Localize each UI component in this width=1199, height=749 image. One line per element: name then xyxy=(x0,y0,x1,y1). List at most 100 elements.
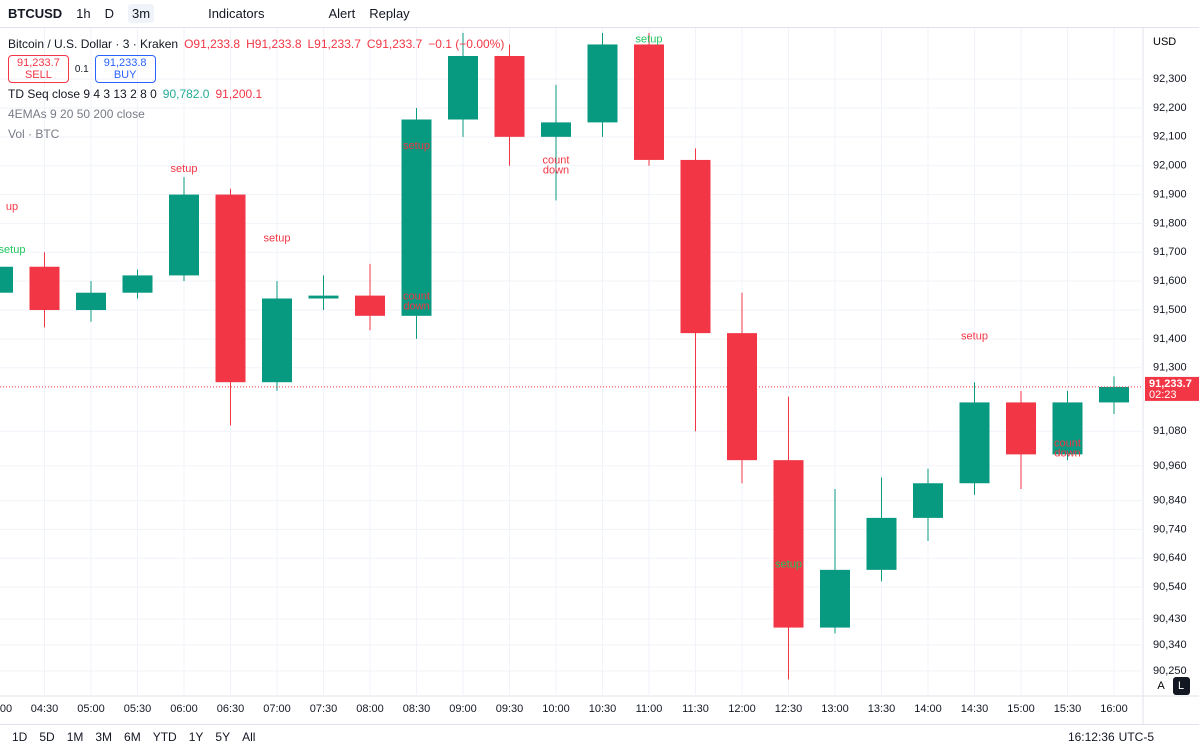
trade-row: 91,233.7 SELL 0.1 91,233.8 BUY xyxy=(8,54,504,84)
range[interactable]: 1D xyxy=(12,730,28,744)
y-tick-label: 90,340 xyxy=(1153,639,1187,651)
sell-button[interactable]: 91,233.7 SELL xyxy=(8,55,69,83)
x-tick-label: 08:00 xyxy=(356,703,384,715)
indicator: 4EMAs 9 20 50 200 close xyxy=(8,107,145,121)
annotation-line: count xyxy=(403,290,430,302)
x-tick-label: 15:30 xyxy=(1054,703,1082,715)
legend-title: Bitcoin / U.S. Dollar · 3 · Kraken xyxy=(8,37,179,51)
candle-body xyxy=(29,266,60,311)
indicator: Vol · BTC xyxy=(8,127,60,141)
candle-body xyxy=(262,298,292,383)
ohlc: L91,233.7 xyxy=(307,37,361,51)
x-tick-label: 06:30 xyxy=(217,703,245,715)
y-tick-label: 91,600 xyxy=(1153,275,1187,287)
annotation: setup xyxy=(264,232,291,244)
interval[interactable]: 3m xyxy=(128,4,155,23)
annotation-line: setup xyxy=(171,163,198,175)
annotation-line: count xyxy=(1054,437,1081,449)
x-tick-label: 07:00 xyxy=(263,703,291,715)
candle-body xyxy=(680,159,711,334)
interval[interactable]: 1h xyxy=(76,6,91,21)
annotation: setup xyxy=(171,163,198,175)
legend-row: Bitcoin / U.S. Dollar · 3 · Kraken O91,2… xyxy=(8,34,504,54)
candle-body xyxy=(401,119,432,316)
y-tick-label: 92,200 xyxy=(1153,102,1187,114)
candle-body xyxy=(773,460,804,628)
candle-body xyxy=(76,292,106,311)
clock: 16:12:36 xyxy=(1067,730,1115,744)
interval[interactable]: D xyxy=(104,6,115,21)
log-button-bg[interactable] xyxy=(1173,677,1190,695)
x-tick-label: 12:30 xyxy=(775,703,803,715)
candle-body xyxy=(959,402,990,484)
candle-body xyxy=(1099,386,1129,403)
toolbar: BTCUSD 1h D 3m Indicators Alert Replay xyxy=(0,0,1199,28)
ohlc: C91,233.7 xyxy=(366,37,423,51)
candle-body xyxy=(634,44,664,160)
annotation-line: down xyxy=(1054,447,1080,459)
range[interactable]: 1M xyxy=(66,730,84,744)
indicator-value: 90,782.0 xyxy=(162,87,210,101)
annotation: setup xyxy=(961,331,988,343)
annotation-line: setup xyxy=(0,244,25,256)
ohlc: −0.1 (−0.00%) xyxy=(428,37,505,51)
x-tick-label: 15:00 xyxy=(1007,703,1035,715)
candle-body xyxy=(169,194,199,276)
x-tick-label: 11:30 xyxy=(682,703,709,715)
candle-body xyxy=(727,333,757,461)
symbol[interactable]: BTCUSD xyxy=(8,6,63,21)
quantity: 0.1 xyxy=(74,63,89,75)
x-tick-label: 12:00 xyxy=(728,703,756,715)
auto-scale[interactable]: A xyxy=(1157,680,1165,692)
candle-body xyxy=(308,295,339,299)
annotation-line: setup xyxy=(961,331,988,343)
candle-body xyxy=(355,295,385,316)
x-tick-label: 11:00 xyxy=(636,703,663,715)
range[interactable]: 1Y xyxy=(188,730,204,744)
x-tick-label: 09:00 xyxy=(449,703,477,715)
candle-body xyxy=(913,483,943,518)
x-tick-label: 16:00 xyxy=(1100,703,1128,715)
candle-body xyxy=(820,569,850,628)
range[interactable]: 5D xyxy=(39,730,55,744)
range[interactable]: YTD xyxy=(152,730,177,744)
annotation: setup xyxy=(636,33,663,45)
y-tick-label: 91,400 xyxy=(1153,333,1187,345)
y-tick-label: 90,640 xyxy=(1153,552,1187,564)
annotation: count down xyxy=(403,290,430,312)
alert-button[interactable]: Alert xyxy=(328,6,356,21)
range[interactable]: 3M xyxy=(95,730,113,744)
range[interactable]: 5Y xyxy=(215,730,231,744)
ohlc: H91,233.8 xyxy=(246,37,302,51)
indicator: TD Seq close 9 4 3 13 2 8 0 xyxy=(8,87,157,101)
y-tick-label: 90,540 xyxy=(1153,581,1187,593)
annotation-line: down xyxy=(543,164,569,176)
annotation: setup xyxy=(0,244,25,256)
buy-button[interactable]: 91,233.8 BUY xyxy=(94,55,156,83)
x-tick-label: 13:30 xyxy=(868,703,896,715)
candle-body xyxy=(1052,402,1083,455)
ohlc: O91,233.8 xyxy=(184,37,241,51)
annotation-line: setup xyxy=(775,559,802,571)
y-tick-label: 91,700 xyxy=(1153,246,1187,258)
y-tick-label: 92,100 xyxy=(1153,131,1187,143)
annotation: setup xyxy=(775,559,802,571)
annotation-line: setup xyxy=(636,33,663,45)
indicator-value: 91,200.1 xyxy=(215,87,263,101)
indicator-row: 4EMAs 9 20 50 200 close xyxy=(8,104,504,124)
indicators-button[interactable]: Indicators xyxy=(208,6,265,21)
range[interactable]: 6M xyxy=(124,730,141,744)
buy-price: 91,233.8 xyxy=(103,57,147,69)
replay-button[interactable]: Replay xyxy=(369,6,410,21)
range[interactable]: All xyxy=(242,730,256,744)
annotation: count down xyxy=(1054,437,1081,459)
candle-body xyxy=(0,266,13,293)
sell-price: 91,233.7 xyxy=(17,57,60,69)
timezone[interactable]: UTC-5 xyxy=(1118,730,1154,744)
y-tick-label: 91,800 xyxy=(1153,217,1187,229)
currency[interactable]: USD xyxy=(1153,36,1176,48)
x-tick-label: 14:00 xyxy=(914,703,942,715)
log-scale[interactable]: L xyxy=(1178,680,1184,692)
indicator-row: TD Seq close 9 4 3 13 2 8 0 90,782.0 91,… xyxy=(8,84,504,104)
